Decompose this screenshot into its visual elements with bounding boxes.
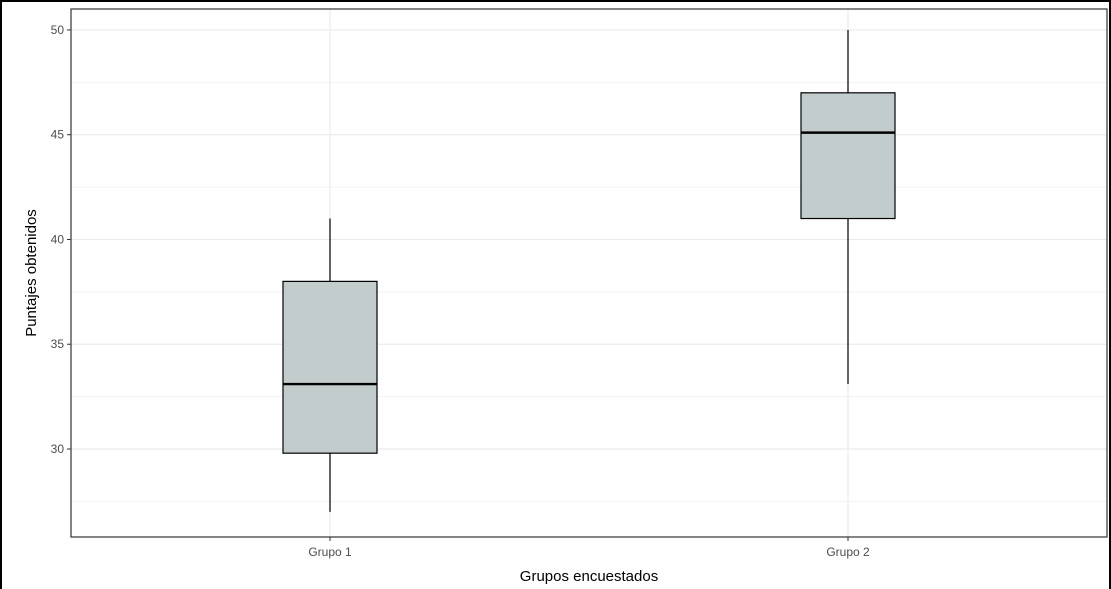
x-tick-label: Grupo 1 bbox=[308, 545, 352, 559]
y-tick-label: 35 bbox=[51, 337, 65, 351]
y-axis-title: Puntajes obtenidos bbox=[23, 209, 40, 337]
y-tick-label: 40 bbox=[51, 232, 65, 246]
box-iqr bbox=[282, 280, 378, 454]
y-axis: 30 35 40 45 50 bbox=[51, 23, 71, 456]
y-tick-label: 50 bbox=[51, 23, 65, 37]
box-grupo-2 bbox=[800, 29, 896, 385]
x-tick-label: Grupo 2 bbox=[826, 545, 870, 559]
x-axis-title: Grupos encuestados bbox=[520, 568, 658, 585]
box-layer bbox=[282, 29, 896, 512]
x-axis: Grupo 1 Grupo 2 bbox=[308, 537, 870, 559]
box-grupo-1 bbox=[282, 218, 378, 512]
box-iqr bbox=[800, 92, 896, 220]
grid-layer bbox=[71, 9, 1107, 537]
y-tick-label: 45 bbox=[51, 128, 65, 142]
y-tick-label: 30 bbox=[51, 442, 65, 456]
panel-border bbox=[70, 8, 1108, 538]
